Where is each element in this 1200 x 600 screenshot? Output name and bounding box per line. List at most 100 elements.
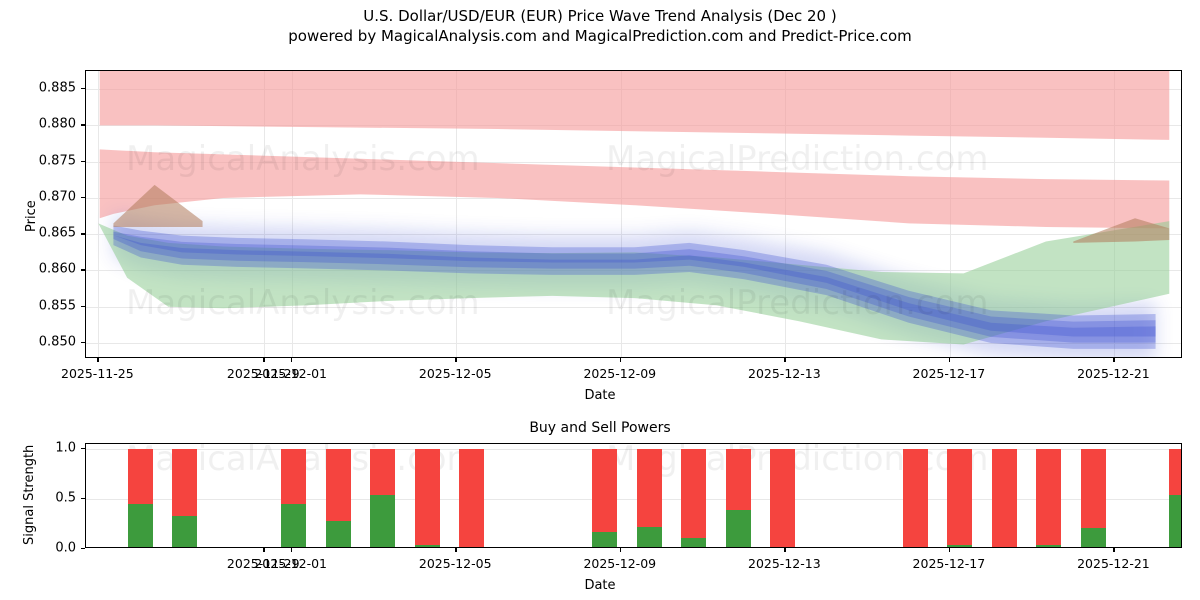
price-y-tick-mark (81, 269, 85, 271)
sell-power-bar (1081, 449, 1106, 528)
power-x-tick-label: 2025-11-29 (226, 556, 300, 571)
power-x-tick-mark (290, 548, 292, 552)
gridline-horizontal (86, 234, 1181, 236)
price-y-axis-label: Price (24, 200, 39, 232)
sell-power-bar (459, 449, 484, 547)
wave-band (113, 184, 203, 227)
page-subtitle: powered by MagicalAnalysis.com and Magic… (288, 27, 912, 45)
sell-power-bar (726, 449, 751, 510)
price-y-tick-mark (81, 196, 85, 199)
wave-band (113, 225, 1156, 349)
price-x-tick-label: 2025-11-29 (226, 366, 300, 381)
price-x-tick-mark (455, 358, 457, 362)
page-title: U.S. Dollar/USD/EUR (EUR) Price Wave Tre… (363, 7, 837, 25)
price-y-tick-label: 0.880 (38, 116, 76, 132)
buy-power-bar (681, 538, 706, 547)
sell-power-bar (592, 449, 617, 532)
sell-power-bar (415, 449, 440, 545)
buy-power-bar (281, 504, 306, 547)
buy-power-bar (1036, 545, 1061, 547)
wave-band (99, 71, 1170, 140)
price-x-tick-mark (290, 358, 292, 362)
price-x-tick-mark (619, 358, 622, 362)
chart-title-block: U.S. Dollar/USD/EUR (EUR) Price Wave Tre… (0, 6, 1200, 46)
sell-power-bar (681, 449, 706, 538)
wave-band (99, 149, 1170, 229)
price-x-tick-mark (784, 358, 786, 362)
gridline-horizontal (86, 343, 1181, 345)
price-y-tick-label: 0.865 (38, 225, 76, 241)
power-y-tick-label: 0.5 (55, 490, 76, 506)
wave-band (98, 221, 1170, 345)
buy-sell-powers-panel: Buy and Sell Powers MagicalAnalysis.comM… (0, 405, 1200, 600)
sell-power-bar (326, 449, 351, 521)
power-x-tick-label: 2025-12-17 (912, 556, 986, 571)
sell-power-bar (992, 449, 1017, 547)
price-plot-area: MagicalAnalysis.comMagicalPrediction.com… (85, 70, 1182, 358)
buy-power-bar (637, 527, 662, 547)
power-y-tick-mark (81, 548, 85, 550)
price-x-axis-label: Date (584, 388, 616, 403)
power-y-tick-label: 0.0 (55, 540, 76, 556)
power-y-tick-mark (81, 498, 85, 500)
price-y-tick-mark (81, 88, 85, 90)
power-y-axis-label: Signal Strength (22, 444, 37, 545)
buy-sell-powers-title: Buy and Sell Powers (529, 420, 671, 436)
power-x-tick-label: 2025-12-21 (1077, 556, 1150, 571)
sell-power-bar (770, 449, 795, 547)
power-x-tick-mark (619, 548, 622, 552)
price-y-tick-mark (81, 233, 85, 235)
price-y-tick-label: 0.875 (38, 153, 76, 169)
price-y-tick-label: 0.850 (38, 334, 76, 350)
buy-power-bar (128, 504, 153, 547)
price-x-tick-label: 2025-12-09 (583, 366, 657, 381)
buy-power-bar (592, 532, 617, 547)
buy-power-bar (947, 545, 972, 547)
wave-band (1073, 218, 1170, 243)
buy-power-bar (370, 495, 395, 547)
power-x-tick-label: 2025-12-01 (254, 556, 328, 571)
power-x-tick-label: 2025-12-05 (418, 556, 492, 571)
price-x-tick-label: 2025-12-17 (912, 366, 986, 381)
price-wave-bands (98, 71, 1170, 357)
price-y-tick-mark (81, 305, 85, 308)
price-y-tick-mark (81, 342, 85, 344)
price-y-tick-label: 0.885 (38, 80, 76, 96)
power-y-tick-label: 1.0 (55, 440, 76, 456)
price-y-tick-mark (81, 124, 85, 126)
gridline-vertical (98, 71, 100, 357)
price-y-tick-label: 0.860 (38, 261, 76, 277)
price-wave-panel: MagicalAnalysis.comMagicalPrediction.com… (24, 70, 1182, 403)
sell-power-bar (128, 449, 153, 504)
wave-band (113, 231, 1156, 343)
price-y-tick-label: 0.870 (38, 189, 76, 205)
buy-power-bar (1169, 495, 1181, 547)
price-x-tick-mark (263, 358, 265, 362)
power-x-tick-label: 2025-12-13 (748, 556, 821, 571)
gridline-horizontal (86, 449, 1181, 450)
gridline-vertical (456, 71, 458, 357)
gridline-horizontal (86, 499, 1181, 500)
sell-power-bar (1169, 449, 1181, 495)
price-x-tick-label: 2025-12-05 (418, 366, 492, 381)
power-y-tick-mark (81, 448, 85, 450)
sell-power-bar (637, 449, 662, 527)
price-x-tick-mark (1113, 358, 1115, 362)
price-x-tick-label: 2025-12-21 (1077, 366, 1150, 381)
price-x-tick-mark (97, 358, 99, 362)
power-x-tick-label: 2025-12-09 (583, 556, 657, 571)
price-x-tick-mark (948, 358, 951, 362)
sell-power-bar (1036, 449, 1061, 545)
buy-power-bar (326, 521, 351, 547)
price-y-tick-label: 0.855 (38, 298, 76, 314)
price-y-tick-mark (81, 160, 85, 162)
power-x-tick-mark (948, 548, 951, 552)
sell-power-bar (172, 449, 197, 516)
buy-power-bar (172, 516, 197, 547)
gridline-vertical (620, 71, 622, 357)
buy-power-bar (415, 545, 440, 547)
power-x-axis-label: Date (584, 578, 616, 593)
gridline-horizontal (86, 306, 1181, 308)
